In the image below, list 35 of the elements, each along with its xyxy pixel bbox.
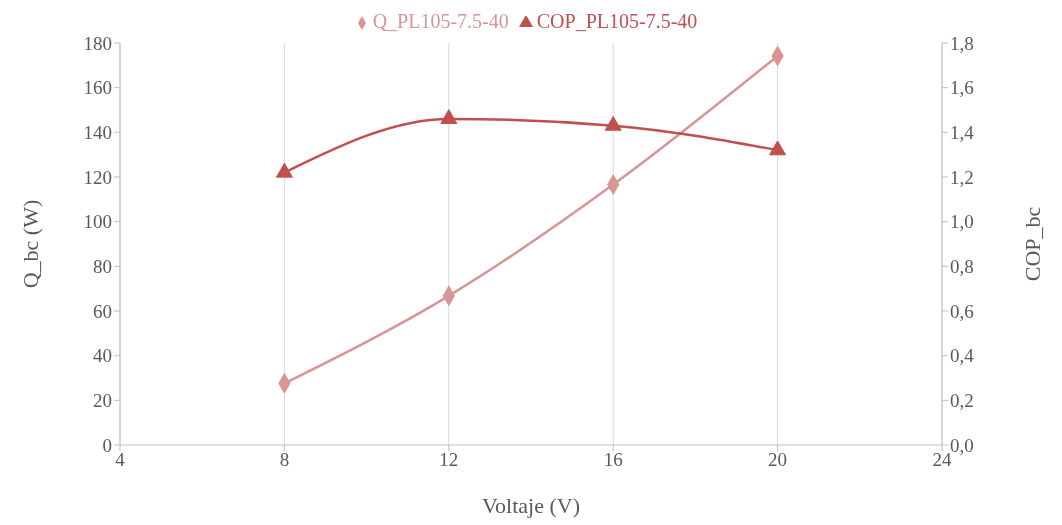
x-tick-label: 12 — [439, 449, 459, 471]
y2-tick-label: 0,2 — [950, 390, 974, 412]
legend-label: COP_PL105-7.5-40 — [536, 10, 698, 32]
point — [769, 140, 787, 156]
y2-tick-label: 1,8 — [950, 32, 974, 54]
y-axis-title: Q_bc (W) — [17, 199, 43, 289]
y2-tick-label: 0,4 — [950, 345, 975, 367]
y2-tick-label: 0,0 — [950, 434, 974, 456]
x-tick-label: 4 — [115, 449, 126, 471]
y2-tick-label: 1,0 — [950, 211, 974, 233]
y2-tick-label: 0,8 — [950, 256, 974, 278]
y2-tick-label: 1,4 — [950, 122, 975, 144]
y2-tick-label: 1,6 — [950, 77, 974, 99]
y-tick-label: 120 — [83, 166, 112, 188]
x-tick-label: 16 — [603, 449, 623, 471]
x-tick-label: 8 — [279, 449, 290, 471]
y-tick-label: 180 — [83, 32, 112, 54]
y2-tick-label: 0,6 — [950, 300, 974, 322]
y-tick-label: 20 — [93, 390, 112, 412]
y2-tick-label: 1,2 — [950, 166, 974, 188]
y-tick-label: 60 — [93, 300, 112, 322]
legend-label: Q_PL105-7.5-40 — [372, 10, 509, 32]
y-tick-label: 40 — [93, 345, 112, 367]
y-tick-label: 80 — [93, 256, 112, 278]
y-tick-label: 0 — [102, 434, 112, 456]
point — [440, 109, 458, 125]
point — [275, 162, 293, 178]
y2-axis-title: COP_bc — [1019, 206, 1045, 282]
y-tick-label: 100 — [83, 211, 112, 233]
y-tick-label: 140 — [83, 122, 112, 144]
x-axis-title: Voltaje (V) — [482, 493, 580, 518]
x-tick-label: 24 — [932, 449, 952, 471]
y-tick-label: 160 — [83, 77, 112, 99]
x-tick-label: 20 — [768, 449, 788, 471]
point — [604, 115, 622, 131]
